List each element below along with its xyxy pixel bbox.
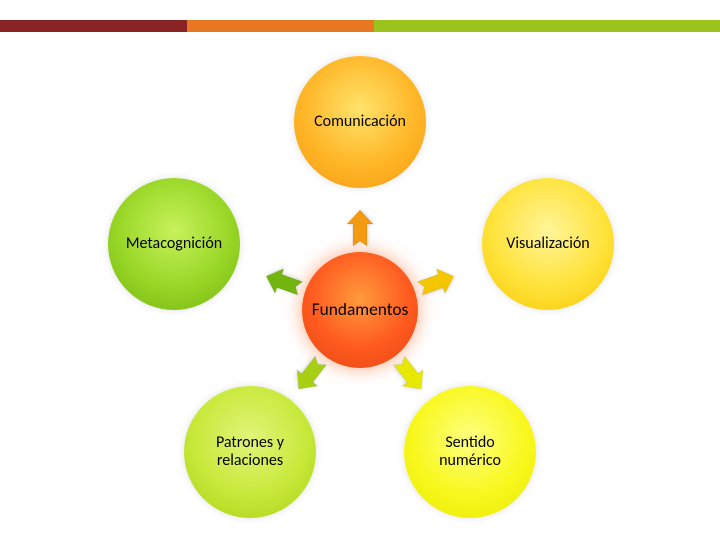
node-patrones-relaciones: Patrones yrelaciones (184, 386, 316, 518)
node-comunicacion: Comunicación (294, 56, 426, 188)
bar-seg-3 (374, 20, 720, 32)
node-label: Visualización (500, 235, 595, 253)
node-visualizacion: Visualización (482, 178, 614, 310)
diagram-stage: Fundamentos Comunicación Visualización S… (0, 0, 720, 540)
node-metacognicion: Metacognición (108, 178, 240, 310)
top-color-bar (0, 20, 720, 32)
node-label: Sentidonumérico (433, 434, 507, 471)
arrow-to-visualizacion (413, 254, 479, 305)
center-label: Fundamentos (306, 300, 415, 320)
center-node: Fundamentos (302, 252, 418, 368)
node-sentido-numerico: Sentidonumérico (404, 386, 536, 518)
bar-seg-1 (0, 20, 187, 32)
bar-seg-2 (187, 20, 374, 32)
node-label: Patrones yrelaciones (210, 434, 290, 471)
node-label: Comunicación (308, 113, 412, 131)
arrow-to-comunicacion (343, 190, 377, 248)
arrow-to-metacognicion (241, 254, 307, 305)
node-label: Metacognición (120, 235, 228, 253)
